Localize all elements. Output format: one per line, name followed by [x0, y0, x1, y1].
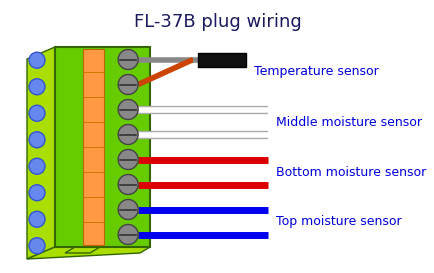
Bar [55, 47, 150, 247]
Circle shape [118, 99, 138, 120]
Circle shape [29, 238, 45, 254]
Circle shape [29, 105, 45, 121]
Bar [198, 52, 246, 67]
Circle shape [29, 52, 45, 68]
Circle shape [29, 185, 45, 201]
Circle shape [118, 49, 138, 70]
Bar [83, 49, 104, 245]
Circle shape [118, 174, 138, 194]
Circle shape [118, 150, 138, 170]
Circle shape [29, 211, 45, 227]
Circle shape [118, 75, 138, 94]
Circle shape [29, 132, 45, 148]
Circle shape [29, 158, 45, 174]
Polygon shape [27, 247, 150, 259]
Circle shape [29, 79, 45, 95]
Polygon shape [65, 247, 100, 253]
Text: Top moisture sensor: Top moisture sensor [276, 215, 401, 229]
Text: Middle moisture sensor: Middle moisture sensor [276, 115, 421, 129]
Text: FL-37B plug wiring: FL-37B plug wiring [133, 13, 301, 31]
Text: Temperature sensor: Temperature sensor [253, 66, 378, 79]
Circle shape [118, 200, 138, 219]
Circle shape [118, 124, 138, 144]
Text: Bottom moisture sensor: Bottom moisture sensor [276, 165, 425, 179]
Circle shape [118, 224, 138, 245]
Polygon shape [27, 47, 55, 259]
